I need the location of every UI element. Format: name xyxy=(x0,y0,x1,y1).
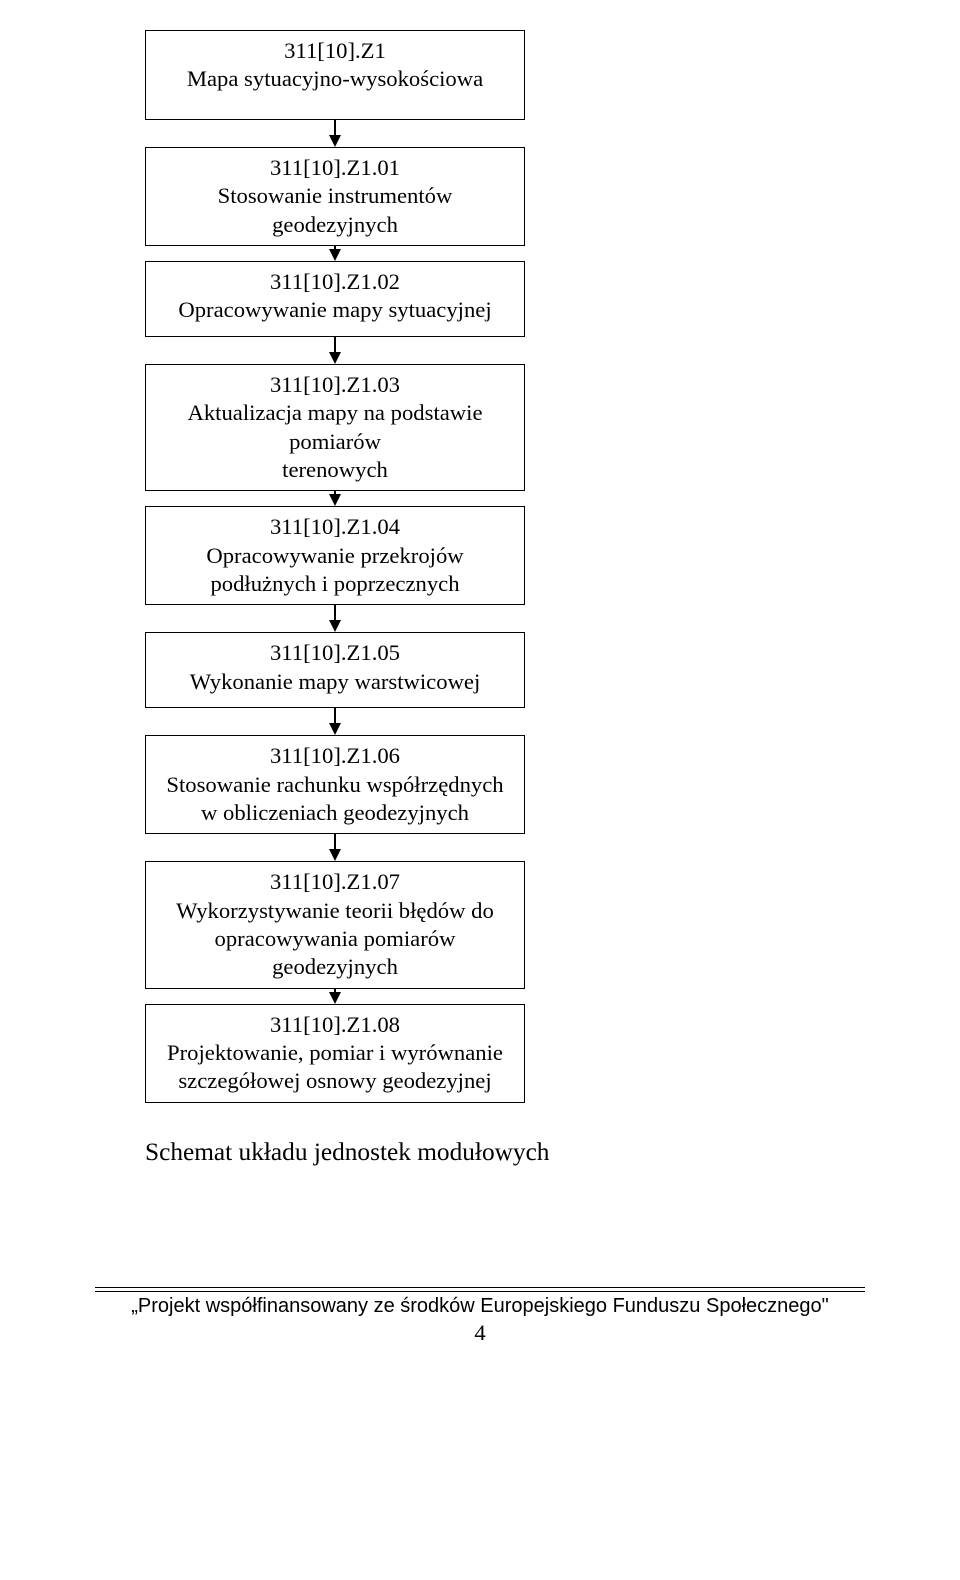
node-code: 311[10].Z1.04 xyxy=(156,513,514,541)
flow-node: 311[10].Z1.02Opracowywanie mapy sytuacyj… xyxy=(145,261,525,337)
node-code: 311[10].Z1 xyxy=(156,37,514,65)
node-label: Mapa sytuacyjno-wysokościowa xyxy=(156,65,514,93)
flow-arrow xyxy=(329,337,341,364)
caption: Schemat układu jednostek modułowych xyxy=(145,1138,960,1167)
arrow-head-icon xyxy=(329,849,341,861)
arrow-shaft xyxy=(334,120,336,136)
arrow-head-icon xyxy=(329,494,341,506)
node-label: Wykorzystywanie teorii błędów doopracowy… xyxy=(156,897,514,982)
node-code: 311[10].Z1.05 xyxy=(156,639,514,667)
flow-arrow xyxy=(329,491,341,506)
flow-node: 311[10].Z1.03Aktualizacja mapy na podsta… xyxy=(145,364,525,491)
arrow-shaft xyxy=(334,337,336,353)
footer-rule-bottom xyxy=(95,1291,865,1292)
flow-arrow xyxy=(329,605,341,632)
quote-close: " xyxy=(822,1295,829,1317)
page: 311[10].Z1Mapa sytuacyjno-wysokościowa31… xyxy=(0,0,960,1346)
arrow-head-icon xyxy=(329,135,341,147)
flow-arrow xyxy=(329,708,341,735)
flow-node: 311[10].Z1.07Wykorzystywanie teorii błęd… xyxy=(145,861,525,988)
arrow-head-icon xyxy=(329,723,341,735)
flow-node: 311[10].Z1.05Wykonanie mapy warstwicowej xyxy=(145,632,525,708)
node-code: 311[10].Z1.03 xyxy=(156,371,514,399)
node-label: Aktualizacja mapy na podstawie pomiarówt… xyxy=(156,399,514,484)
arrow-head-icon xyxy=(329,249,341,261)
arrow-shaft xyxy=(334,834,336,850)
node-label: Stosowanie rachunku współrzędnychw oblic… xyxy=(156,771,514,828)
node-code: 311[10].Z1.08 xyxy=(156,1011,514,1039)
node-label: Opracowywanie mapy sytuacyjnej xyxy=(156,296,514,324)
flow-node: 311[10].Z1.06Stosowanie rachunku współrz… xyxy=(145,735,525,834)
footer: „Projekt współfinansowany ze środków Eur… xyxy=(0,1287,960,1346)
node-code: 311[10].Z1.02 xyxy=(156,268,514,296)
node-label: Projektowanie, pomiar i wyrównanieszczeg… xyxy=(156,1039,514,1096)
flow-arrow xyxy=(329,989,341,1004)
page-number: 4 xyxy=(0,1320,960,1346)
flowchart: 311[10].Z1Mapa sytuacyjno-wysokościowa31… xyxy=(145,30,525,1103)
node-label: Opracowywanie przekrojów podłużnych i po… xyxy=(156,542,514,599)
flow-node: 311[10].Z1Mapa sytuacyjno-wysokościowa xyxy=(145,30,525,120)
node-code: 311[10].Z1.07 xyxy=(156,868,514,896)
arrow-shaft xyxy=(334,605,336,621)
quote-open: „ xyxy=(131,1295,138,1317)
flow-node: 311[10].Z1.08Projektowanie, pomiar i wyr… xyxy=(145,1004,525,1103)
flow-arrow xyxy=(329,246,341,261)
node-label: Stosowanie instrumentów geodezyjnych xyxy=(156,182,514,239)
footer-rule-top xyxy=(95,1287,865,1288)
flow-arrow xyxy=(329,834,341,861)
flow-arrow xyxy=(329,120,341,147)
node-code: 311[10].Z1.06 xyxy=(156,742,514,770)
flow-node: 311[10].Z1.01Stosowanie instrumentów geo… xyxy=(145,147,525,246)
arrow-head-icon xyxy=(329,992,341,1004)
footer-text: „Projekt współfinansowany ze środków Eur… xyxy=(0,1295,960,1318)
arrow-head-icon xyxy=(329,620,341,632)
arrow-head-icon xyxy=(329,352,341,364)
flow-node: 311[10].Z1.04Opracowywanie przekrojów po… xyxy=(145,506,525,605)
node-label: Wykonanie mapy warstwicowej xyxy=(156,668,514,696)
node-code: 311[10].Z1.01 xyxy=(156,154,514,182)
arrow-shaft xyxy=(334,708,336,724)
footer-text-content: Projekt współfinansowany ze środków Euro… xyxy=(138,1295,822,1317)
